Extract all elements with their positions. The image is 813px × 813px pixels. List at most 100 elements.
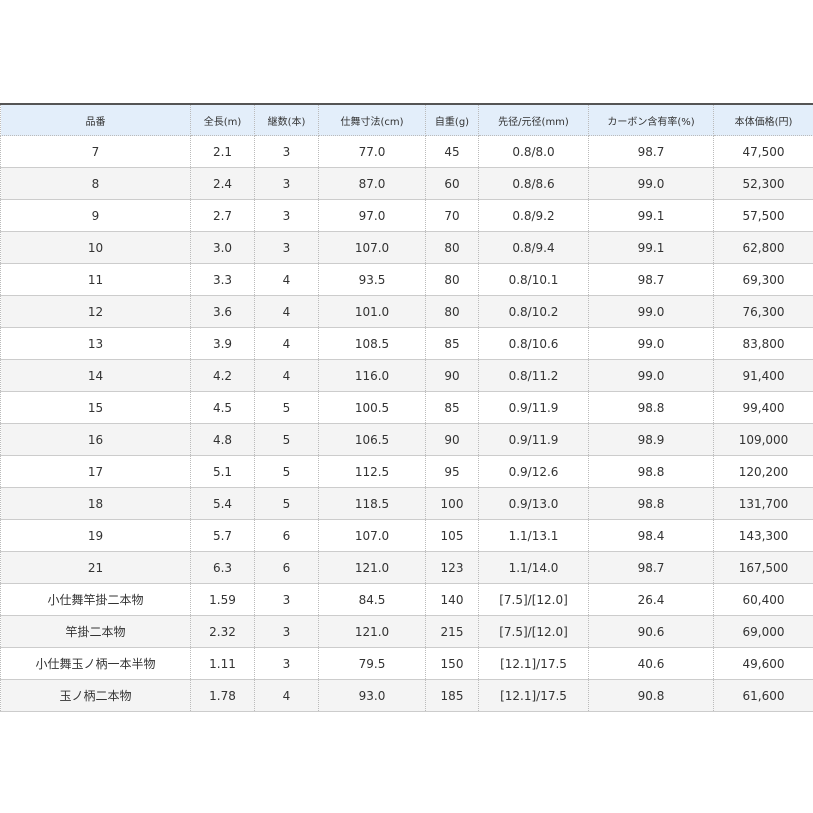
cell-price: 76,300	[713, 295, 813, 328]
cell-sections: 3	[254, 647, 319, 680]
cell-tip-butt-diameter: [7.5]/[12.0]	[478, 615, 589, 648]
cell-closed-length: 97.0	[318, 199, 426, 232]
cell-model-number: 小仕舞竿掛二本物	[0, 583, 191, 616]
cell-weight: 105	[425, 519, 479, 552]
cell-weight: 123	[425, 551, 479, 584]
cell-weight: 80	[425, 231, 479, 264]
table-row: 15 4.5 5 100.5 85 0.9/11.9 98.8 99,400	[0, 391, 813, 424]
cell-price: 109,000	[713, 423, 813, 456]
cell-price: 49,600	[713, 647, 813, 680]
cell-closed-length: 101.0	[318, 295, 426, 328]
cell-length: 2.1	[190, 135, 255, 168]
table-row: 9 2.7 3 97.0 70 0.8/9.2 99.1 57,500	[0, 199, 813, 232]
cell-model-number: 15	[0, 391, 191, 424]
table-row: 13 3.9 4 108.5 85 0.8/10.6 99.0 83,800	[0, 327, 813, 360]
cell-price: 57,500	[713, 199, 813, 232]
cell-weight: 85	[425, 391, 479, 424]
cell-price: 143,300	[713, 519, 813, 552]
header-row: 品番 全長(m) 継数(本) 仕舞寸法(cm) 自重(g) 先径/元径(mm) カーボン含有…	[0, 103, 813, 136]
table-row: 16 4.8 5 106.5 90 0.9/11.9 98.9 109,000	[0, 423, 813, 456]
cell-tip-butt-diameter: 0.9/12.6	[478, 455, 589, 488]
cell-sections: 3	[254, 231, 319, 264]
cell-tip-butt-diameter: 0.8/9.2	[478, 199, 589, 232]
cell-carbon-content: 26.4	[588, 583, 714, 616]
cell-length: 4.2	[190, 359, 255, 392]
cell-carbon-content: 99.0	[588, 167, 714, 200]
cell-weight: 80	[425, 263, 479, 296]
cell-model-number: 8	[0, 167, 191, 200]
table-row: 14 4.2 4 116.0 90 0.8/11.2 99.0 91,400	[0, 359, 813, 392]
cell-length: 1.78	[190, 679, 255, 712]
cell-carbon-content: 98.8	[588, 455, 714, 488]
cell-tip-butt-diameter: [12.1]/17.5	[478, 647, 589, 680]
cell-sections: 3	[254, 583, 319, 616]
table-row: 10 3.0 3 107.0 80 0.8/9.4 99.1 62,800	[0, 231, 813, 264]
cell-weight: 100	[425, 487, 479, 520]
cell-tip-butt-diameter: 0.8/8.0	[478, 135, 589, 168]
cell-model-number: 竿掛二本物	[0, 615, 191, 648]
header-price: 本体価格(円)	[713, 103, 813, 136]
cell-length: 6.3	[190, 551, 255, 584]
cell-closed-length: 84.5	[318, 583, 426, 616]
cell-length: 1.11	[190, 647, 255, 680]
cell-sections: 6	[254, 551, 319, 584]
cell-closed-length: 77.0	[318, 135, 426, 168]
header-weight: 自重(g)	[425, 103, 479, 136]
cell-carbon-content: 99.1	[588, 231, 714, 264]
cell-price: 167,500	[713, 551, 813, 584]
table-row: 11 3.3 4 93.5 80 0.8/10.1 98.7 69,300	[0, 263, 813, 296]
table-row: 小仕舞玉ノ柄一本半物 1.11 3 79.5 150 [12.1]/17.5 40.6 49,…	[0, 647, 813, 680]
cell-model-number: 21	[0, 551, 191, 584]
cell-sections: 5	[254, 423, 319, 456]
cell-length: 2.4	[190, 167, 255, 200]
table-row: 玉ノ柄二本物 1.78 4 93.0 185 [12.1]/17.5 90.8 61,600	[0, 679, 813, 712]
cell-weight: 95	[425, 455, 479, 488]
cell-sections: 4	[254, 359, 319, 392]
header-length: 全長(m)	[190, 103, 255, 136]
cell-carbon-content: 98.9	[588, 423, 714, 456]
cell-tip-butt-diameter: 0.9/13.0	[478, 487, 589, 520]
cell-length: 3.9	[190, 327, 255, 360]
cell-price: 60,400	[713, 583, 813, 616]
cell-closed-length: 108.5	[318, 327, 426, 360]
table-row: 17 5.1 5 112.5 95 0.9/12.6 98.8 120,200	[0, 455, 813, 488]
table-row: 竿掛二本物 2.32 3 121.0 215 [7.5]/[12.0] 90.6 69,000	[0, 615, 813, 648]
table-row: 18 5.4 5 118.5 100 0.9/13.0 98.8 131,700	[0, 487, 813, 520]
cell-weight: 150	[425, 647, 479, 680]
cell-model-number: 11	[0, 263, 191, 296]
cell-model-number: 7	[0, 135, 191, 168]
cell-closed-length: 121.0	[318, 615, 426, 648]
cell-weight: 70	[425, 199, 479, 232]
header-closed-length: 仕舞寸法(cm)	[318, 103, 426, 136]
cell-price: 62,800	[713, 231, 813, 264]
cell-closed-length: 107.0	[318, 231, 426, 264]
cell-carbon-content: 99.0	[588, 359, 714, 392]
cell-tip-butt-diameter: 0.8/10.2	[478, 295, 589, 328]
cell-closed-length: 100.5	[318, 391, 426, 424]
cell-tip-butt-diameter: [7.5]/[12.0]	[478, 583, 589, 616]
cell-length: 2.32	[190, 615, 255, 648]
cell-closed-length: 121.0	[318, 551, 426, 584]
cell-tip-butt-diameter: 1.1/14.0	[478, 551, 589, 584]
cell-model-number: 14	[0, 359, 191, 392]
cell-sections: 3	[254, 615, 319, 648]
cell-weight: 60	[425, 167, 479, 200]
cell-tip-butt-diameter: 0.8/10.6	[478, 327, 589, 360]
cell-length: 3.3	[190, 263, 255, 296]
cell-weight: 45	[425, 135, 479, 168]
header-carbon-content: カーボン含有率(%)	[588, 103, 714, 136]
cell-tip-butt-diameter: 0.8/11.2	[478, 359, 589, 392]
header-sections: 継数(本)	[254, 103, 319, 136]
cell-price: 99,400	[713, 391, 813, 424]
cell-closed-length: 107.0	[318, 519, 426, 552]
cell-sections: 4	[254, 327, 319, 360]
cell-price: 61,600	[713, 679, 813, 712]
cell-model-number: 18	[0, 487, 191, 520]
cell-weight: 185	[425, 679, 479, 712]
table-row: 19 5.7 6 107.0 105 1.1/13.1 98.4 143,300	[0, 519, 813, 552]
table-row: 21 6.3 6 121.0 123 1.1/14.0 98.7 167,500	[0, 551, 813, 584]
cell-carbon-content: 98.7	[588, 135, 714, 168]
cell-length: 5.1	[190, 455, 255, 488]
cell-weight: 90	[425, 423, 479, 456]
cell-closed-length: 79.5	[318, 647, 426, 680]
